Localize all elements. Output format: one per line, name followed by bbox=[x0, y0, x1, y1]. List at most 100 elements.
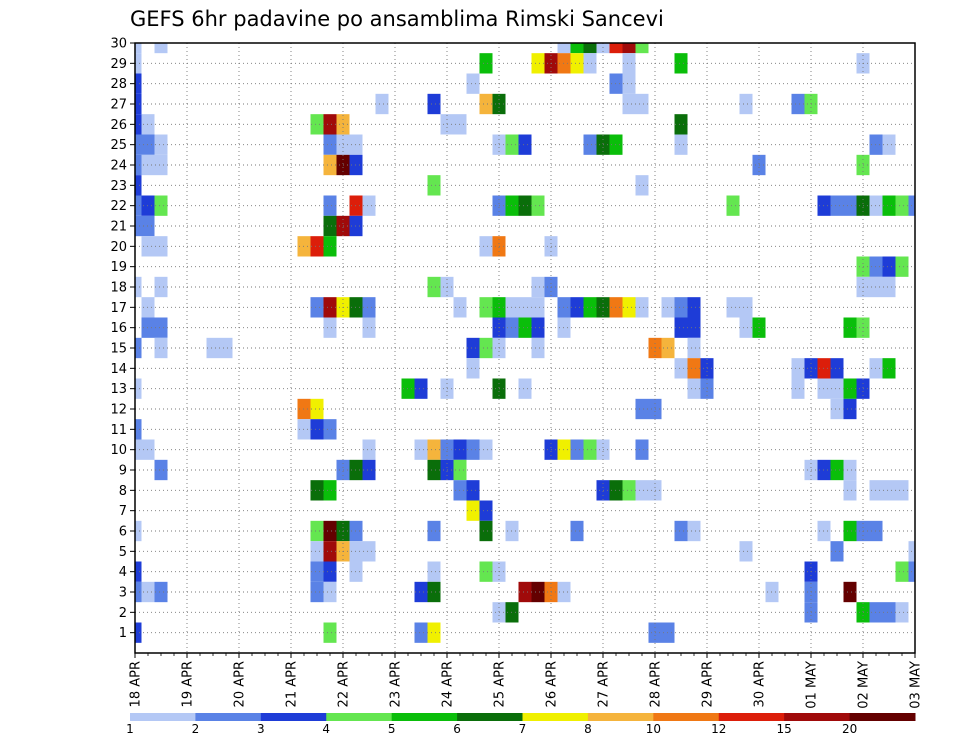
heatmap-cell bbox=[531, 276, 545, 298]
y-tick-label: 6 bbox=[119, 525, 127, 540]
heatmap-cell bbox=[518, 378, 532, 399]
x-tick-label: 22 APR bbox=[337, 661, 352, 707]
heatmap-cell bbox=[830, 398, 844, 420]
y-tick-label: 1 bbox=[119, 626, 127, 641]
y-tick-label: 5 bbox=[119, 545, 127, 560]
x-tick-label: 18 APR bbox=[129, 661, 144, 707]
heatmap-cell bbox=[427, 581, 441, 603]
legend-label: 4 bbox=[322, 722, 330, 736]
legend-label: 7 bbox=[519, 722, 527, 736]
heatmap-cell bbox=[310, 520, 324, 542]
heatmap-cell bbox=[687, 358, 701, 379]
legend-label: 12 bbox=[711, 722, 726, 736]
heatmap-cell bbox=[310, 581, 324, 603]
heatmap-cell bbox=[310, 114, 324, 135]
heatmap-cell bbox=[791, 93, 805, 115]
heatmap-cell bbox=[427, 93, 441, 115]
heatmap-cell bbox=[135, 114, 142, 135]
heatmap-cell bbox=[830, 459, 844, 481]
legend-swatch bbox=[522, 713, 589, 721]
y-tick-label: 24 bbox=[110, 159, 127, 174]
y-tick-label: 29 bbox=[110, 57, 127, 72]
heatmap-cell bbox=[895, 480, 909, 501]
heatmap-cell bbox=[726, 195, 740, 216]
heatmap-cell bbox=[135, 93, 142, 115]
heatmap-cell bbox=[843, 459, 857, 481]
heatmap-cell bbox=[362, 317, 376, 338]
heatmap-cell bbox=[154, 43, 168, 54]
heatmap-cell bbox=[570, 297, 584, 318]
heatmap-cell bbox=[135, 378, 142, 399]
heatmap-cell bbox=[635, 398, 649, 420]
y-tick-label: 19 bbox=[110, 260, 127, 275]
heatmap-cell bbox=[687, 337, 701, 359]
heatmap-cell bbox=[375, 93, 389, 115]
heatmap-cell bbox=[427, 459, 441, 481]
heatmap-cell bbox=[726, 297, 740, 318]
heatmap-cell bbox=[674, 317, 688, 338]
heatmap-cell bbox=[323, 541, 337, 562]
heatmap-cell bbox=[154, 459, 168, 481]
heatmap-cell bbox=[362, 541, 376, 562]
x-tick-label: 24 APR bbox=[441, 661, 456, 707]
heatmap-cell bbox=[479, 520, 493, 542]
heatmap-cell bbox=[219, 337, 233, 359]
y-tick-label: 18 bbox=[110, 281, 127, 296]
heatmap-cell bbox=[596, 43, 610, 54]
legend-swatch bbox=[260, 713, 327, 721]
legend-label: 2 bbox=[192, 722, 200, 736]
heatmap-cell bbox=[135, 561, 142, 582]
y-tick-label: 28 bbox=[110, 77, 127, 92]
heatmap-cell bbox=[635, 480, 649, 501]
x-axis-ticks: 18 APR 19 APR 20 APR 21 APR 22 APR 23 APR 24 A… bbox=[129, 653, 924, 709]
heatmap-cell bbox=[323, 520, 337, 542]
heatmap-cell bbox=[622, 480, 636, 501]
heatmap-cell bbox=[466, 337, 480, 359]
heatmap-cell bbox=[479, 337, 493, 359]
x-tick-label: 02 MAY bbox=[857, 661, 872, 709]
heatmap-cell bbox=[135, 43, 142, 54]
heatmap-cell bbox=[635, 43, 649, 54]
heatmap-cell bbox=[362, 297, 376, 318]
heatmap-cell bbox=[323, 215, 337, 237]
heatmap-cell bbox=[882, 256, 896, 277]
heatmap-cell bbox=[843, 480, 857, 501]
x-tick-label: 28 APR bbox=[649, 661, 664, 707]
legend-swatch bbox=[718, 713, 785, 721]
heatmap-cell bbox=[310, 398, 324, 420]
heatmap-cell bbox=[362, 195, 376, 216]
heatmap-cell bbox=[135, 154, 142, 176]
y-tick-label: 3 bbox=[119, 586, 127, 601]
heatmap-cell bbox=[323, 195, 337, 216]
heatmap-cell bbox=[466, 439, 480, 460]
heatmap-cell bbox=[843, 378, 857, 399]
legend-swatch bbox=[587, 713, 654, 721]
heatmap-cell bbox=[791, 378, 805, 399]
heatmap-cell bbox=[882, 602, 896, 623]
heatmap-cell bbox=[479, 236, 493, 257]
heatmap-cell bbox=[135, 73, 142, 94]
heatmap-cell bbox=[154, 317, 168, 338]
heatmap-cell bbox=[479, 439, 493, 460]
heatmap-cell bbox=[843, 317, 857, 338]
heatmap-cell bbox=[531, 53, 545, 74]
heatmap-cell bbox=[323, 154, 337, 176]
y-tick-label: 2 bbox=[119, 606, 127, 621]
x-tick-label: 26 APR bbox=[545, 661, 560, 707]
heatmap-cell bbox=[843, 581, 857, 603]
heatmap-cell bbox=[427, 622, 441, 643]
heatmap-cell bbox=[739, 297, 753, 318]
legend-label: 6 bbox=[453, 722, 461, 736]
heatmap-cell bbox=[583, 53, 597, 74]
heatmap-cell bbox=[674, 358, 688, 379]
y-tick-label: 20 bbox=[110, 240, 127, 255]
heatmap-cell bbox=[135, 276, 142, 298]
heatmap-cell bbox=[882, 134, 896, 155]
legend-label: 1 bbox=[126, 722, 134, 736]
heatmap-cell bbox=[310, 480, 324, 501]
heatmap-cell bbox=[518, 297, 532, 318]
heatmap-cell bbox=[135, 215, 142, 237]
heatmap-cell bbox=[674, 297, 688, 318]
heatmap-cell bbox=[674, 114, 688, 135]
